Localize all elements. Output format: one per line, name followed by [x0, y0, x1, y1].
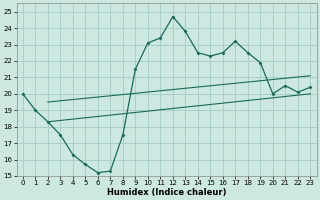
X-axis label: Humidex (Indice chaleur): Humidex (Indice chaleur): [107, 188, 226, 197]
